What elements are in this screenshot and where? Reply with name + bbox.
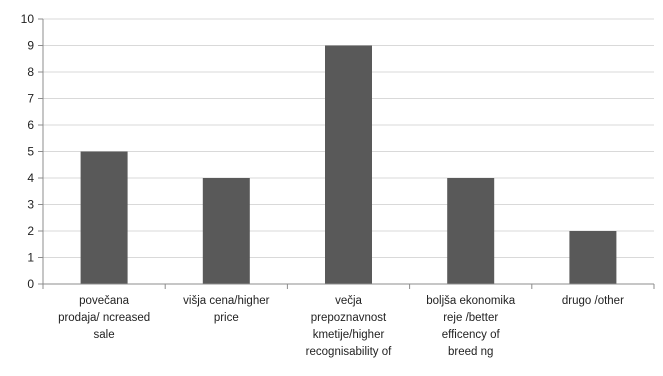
y-tick-label: 5 (27, 145, 34, 159)
y-tick-label: 2 (27, 224, 34, 238)
x-category-label-line: boljša ekonomika (426, 295, 515, 307)
bar (325, 45, 372, 284)
x-category-label: drugo /other (562, 295, 624, 307)
x-category-label: boljša ekonomika reje /better efficency of… (426, 295, 515, 358)
x-category-label-line: večja (335, 295, 362, 307)
y-tick-label: 8 (27, 65, 34, 79)
x-category-label-line: recognisability of (306, 346, 392, 358)
y-tick-label: 3 (27, 198, 34, 212)
x-category-label-line: sale (94, 329, 115, 341)
axes (38, 18, 655, 289)
y-axis-tick-labels: 0 1 2 3 4 5 6 7 8 9 10 (21, 12, 35, 291)
y-tick-label: 9 (27, 39, 34, 53)
x-category-label: višja cena/higher price (183, 295, 269, 324)
x-category-label-line: prodaja/ ncreased (58, 312, 150, 324)
bar (202, 178, 250, 284)
bar (569, 231, 617, 284)
bar (447, 178, 495, 284)
x-category-label: večja prepoznavnost kmetije/higher recognis… (306, 295, 392, 358)
y-tick-label: 1 (27, 251, 34, 265)
x-category-label-line: višja cena/higher (183, 295, 269, 307)
bars (80, 45, 617, 284)
x-category-label-line: prepoznavnost (311, 312, 387, 324)
x-category-label-line: kmetije/higher (313, 329, 385, 341)
x-category-label: povečana prodaja/ ncreased sale (58, 295, 150, 341)
x-category-label-line: efficency of (442, 329, 501, 341)
x-category-label-line: breed ng (448, 346, 493, 358)
y-tick-label: 7 (27, 92, 34, 106)
x-category-label-line: reje /better (443, 312, 498, 324)
y-tick-label: 0 (27, 277, 34, 291)
y-tick-label: 4 (27, 171, 34, 185)
y-tick-label: 10 (21, 12, 35, 26)
x-category-label-line: povečana (79, 295, 129, 307)
bar (80, 151, 128, 284)
x-category-label-line: drugo /other (562, 295, 624, 307)
y-tick-label: 6 (27, 118, 34, 132)
x-category-label-line: price (214, 312, 239, 324)
x-axis-category-labels: povečana prodaja/ ncreased sale višja cena/… (58, 295, 624, 358)
